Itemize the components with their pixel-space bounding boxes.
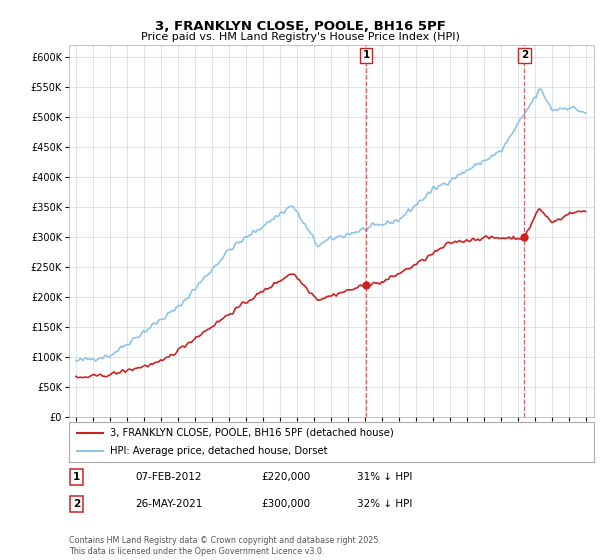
- Text: 2: 2: [521, 50, 528, 60]
- Text: 2: 2: [73, 499, 80, 509]
- Text: Contains HM Land Registry data © Crown copyright and database right 2025.
This d: Contains HM Land Registry data © Crown c…: [69, 536, 381, 556]
- Text: 1: 1: [362, 50, 370, 60]
- Text: 26-MAY-2021: 26-MAY-2021: [135, 499, 202, 509]
- Text: £220,000: £220,000: [261, 472, 310, 482]
- Text: HPI: Average price, detached house, Dorset: HPI: Average price, detached house, Dors…: [110, 446, 328, 456]
- Text: 07-FEB-2012: 07-FEB-2012: [135, 472, 202, 482]
- Text: Price paid vs. HM Land Registry's House Price Index (HPI): Price paid vs. HM Land Registry's House …: [140, 32, 460, 43]
- Text: 32% ↓ HPI: 32% ↓ HPI: [357, 499, 412, 509]
- Text: 3, FRANKLYN CLOSE, POOLE, BH16 5PF: 3, FRANKLYN CLOSE, POOLE, BH16 5PF: [155, 20, 445, 33]
- Text: 31% ↓ HPI: 31% ↓ HPI: [357, 472, 412, 482]
- Text: £300,000: £300,000: [261, 499, 310, 509]
- Text: 3, FRANKLYN CLOSE, POOLE, BH16 5PF (detached house): 3, FRANKLYN CLOSE, POOLE, BH16 5PF (deta…: [110, 428, 394, 437]
- Text: 1: 1: [73, 472, 80, 482]
